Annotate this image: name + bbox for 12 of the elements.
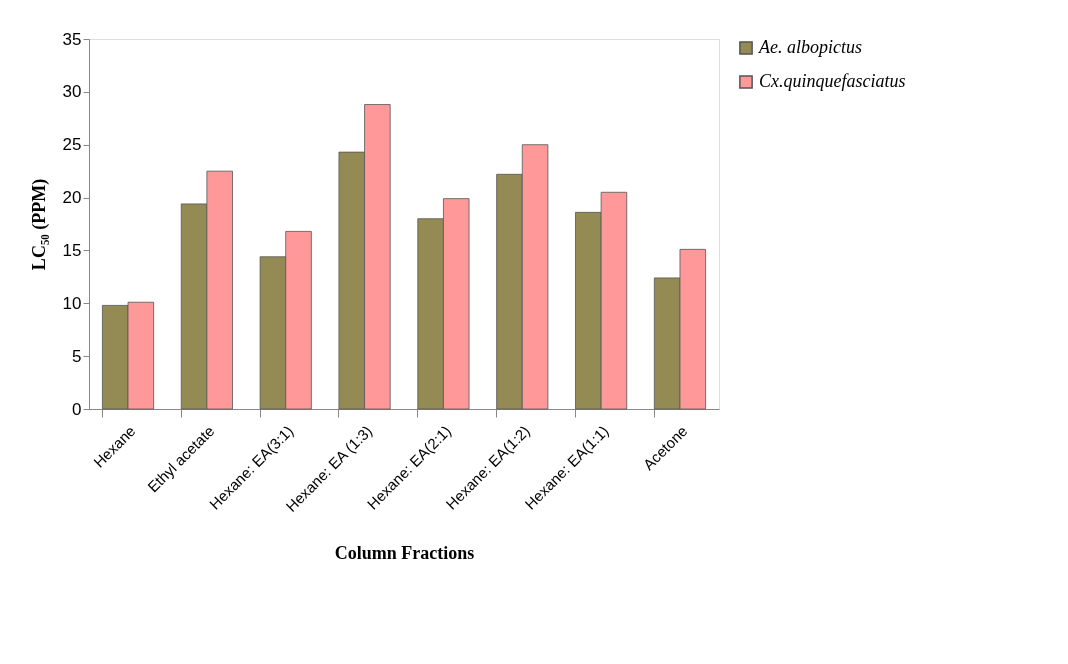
y-tick-label: 5 [72,346,82,366]
y-tick-label: 20 [62,188,82,208]
legend-label: Cx.quinquefasciatus [759,71,906,91]
x-axis-title: Column Fractions [334,543,475,564]
y-tick-label: 30 [62,82,82,102]
y-axis-title: LC₅₀ (PPM) [28,178,50,271]
y-tick-label: 15 [62,240,82,260]
y-tick-label: 25 [62,135,82,155]
legend-label: Ae. albopictus [758,37,862,57]
y-tick-label: 10 [62,293,82,313]
y-tick-label: 35 [62,29,82,49]
y-tick-label: 0 [72,399,82,419]
